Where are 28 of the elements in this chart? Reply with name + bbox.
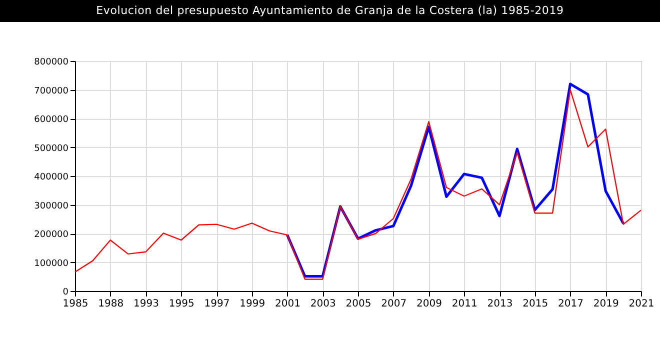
x-tick-label: 1993 — [134, 298, 159, 310]
x-tick-label: 1988 — [98, 298, 124, 310]
x-tick-label: 2003 — [310, 298, 336, 310]
y-tick-label: 500000 — [34, 144, 69, 154]
x-tick-label: 2019 — [593, 298, 619, 310]
y-tick-label: 600000 — [34, 115, 69, 125]
y-tick-label: 700000 — [34, 86, 69, 96]
x-tick-label: 1997 — [204, 298, 230, 310]
x-tick-label: 2009 — [416, 298, 442, 310]
chart-title: Evolucion del presupuesto Ayuntamiento de Granja de la Costera (la) 1985-2019 — [0, 0, 660, 22]
x-tick-label: 1985 — [62, 298, 88, 310]
x-tick-label: 1999 — [240, 298, 266, 310]
x-tick-label: 2013 — [487, 298, 513, 310]
x-tick-label: 2011 — [452, 298, 478, 310]
y-tick-label: 200000 — [34, 230, 69, 240]
x-tick-label: 1995 — [168, 298, 194, 310]
y-tick-label: 300000 — [34, 201, 69, 212]
x-tick-label: 2015 — [522, 298, 548, 310]
y-tick-label: 100000 — [34, 258, 69, 269]
line-series — [74, 89, 642, 280]
x-tick-label: 2001 — [275, 298, 300, 310]
y-tick-label: 800000 — [34, 58, 69, 68]
x-tick-label: 2017 — [558, 298, 584, 310]
x-tick-label: 2005 — [346, 298, 372, 310]
y-tick-label: 400000 — [34, 172, 69, 182]
y-tick-label: 0 — [62, 288, 69, 298]
x-tick-label: 2007 — [381, 298, 407, 310]
x-tick-label: 2021 — [628, 298, 654, 310]
